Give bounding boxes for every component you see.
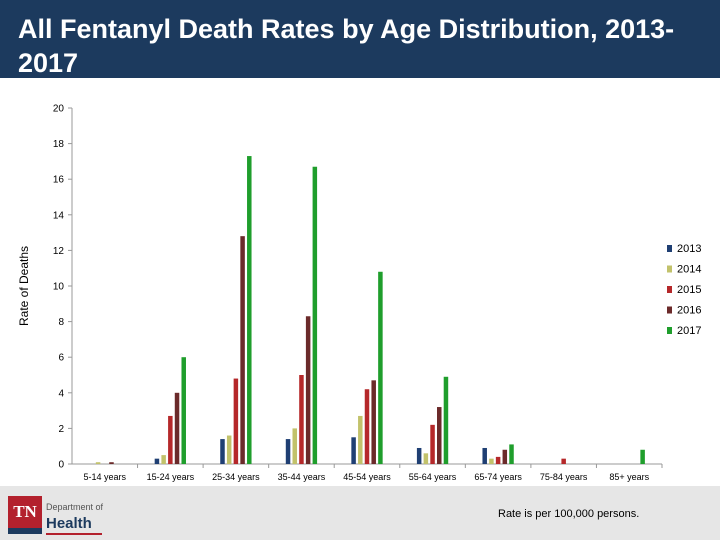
- bar-2017-65-74-years: [509, 444, 514, 464]
- bar-2013-55-64-years: [416, 447, 422, 464]
- x-tick-label: 85+ years: [609, 472, 649, 482]
- legend-swatch-2015: [667, 286, 672, 293]
- y-tick-label: 20: [53, 104, 65, 115]
- bar-2017-85-years: [640, 449, 645, 464]
- footer-bar: [0, 486, 720, 540]
- bar-2015-35-44-years: [299, 375, 304, 464]
- y-tick-label: 6: [58, 353, 64, 364]
- bar-2015-65-74-years: [495, 456, 501, 464]
- logo-underline: [46, 533, 102, 535]
- page-title: All Fentanyl Death Rates by Age Distribu…: [18, 14, 675, 78]
- legend-swatch-2013: [667, 245, 672, 252]
- bar-2016-45-54-years: [371, 380, 376, 464]
- bar-2014-45-54-years: [358, 415, 363, 464]
- x-tick-label: 55-64 years: [409, 472, 457, 482]
- bar-2015-25-34-years: [233, 378, 239, 464]
- legend-label-2016: 2016: [677, 305, 701, 317]
- bar-2016-5-14-years: [109, 462, 114, 464]
- bar-2013-35-44-years: [285, 439, 291, 464]
- chart: 0 2 4 6 8 10 12 14 16 18 20 Rate of Deaths 5-14 year…: [17, 104, 701, 483]
- legend-swatch-2016: [667, 306, 672, 314]
- bar-2015-55-64-years: [430, 424, 435, 464]
- logo-department-text: Department of: [46, 502, 104, 512]
- chart-bars: [95, 156, 645, 465]
- bar-2017-45-54-years: [378, 271, 383, 464]
- y-tick-label: 2: [58, 424, 64, 435]
- bar-2017-25-34-years: [247, 156, 252, 464]
- bar-2016-65-74-years: [502, 449, 508, 464]
- y-tick-label: 4: [58, 388, 64, 399]
- bar-2016-25-34-years: [240, 236, 245, 464]
- legend-label-2014: 2014: [677, 264, 701, 276]
- legend-swatch-2014: [667, 265, 672, 273]
- bar-2016-15-24-years: [174, 392, 180, 464]
- x-tick-label: 15-24 years: [147, 472, 195, 482]
- y-axis-title: Rate of Deaths: [17, 246, 31, 326]
- y-tick-label: 14: [53, 210, 65, 221]
- y-tick-label: 10: [53, 282, 65, 293]
- rate-footnote: Rate is per 100,000 persons.: [498, 508, 640, 520]
- tn-logo: TN: [8, 496, 42, 534]
- y-tick-label: 18: [53, 139, 65, 150]
- legend-label-2013: 2013: [677, 243, 701, 255]
- x-tick-label: 25-34 years: [212, 472, 260, 482]
- chart-labels: 0 2 4 6 8 10 12 14 16 18 20 Rate of Deaths 5-14 year…: [17, 104, 650, 483]
- bar-2013-45-54-years: [351, 437, 356, 464]
- bar-2014-65-74-years: [489, 458, 494, 464]
- y-tick-label: 8: [58, 317, 64, 328]
- legend-label-2015: 2015: [677, 284, 701, 296]
- y-tick-label: 12: [53, 246, 65, 257]
- x-tick-label: 35-44 years: [278, 472, 326, 482]
- x-tick-label: 5-14 years: [84, 472, 127, 482]
- chart-legend: 2013 2014 2015 2016 2017: [667, 243, 701, 337]
- logo-health-text: Health: [46, 515, 92, 532]
- x-tick-label: 75-84 years: [540, 472, 588, 482]
- bar-2014-55-64-years: [423, 453, 429, 464]
- bar-2016-35-44-years: [305, 316, 311, 464]
- bar-2014-25-34-years: [226, 435, 232, 464]
- bar-2017-55-64-years: [443, 376, 449, 464]
- bar-2017-35-44-years: [312, 166, 318, 465]
- bar-2013-15-24-years: [154, 458, 160, 464]
- bar-2013-25-34-years: [220, 439, 225, 464]
- title-bar: All Fentanyl Death Rates by Age Distribu…: [0, 0, 720, 78]
- legend-swatch-2017: [667, 327, 672, 334]
- bar-2014-15-24-years: [161, 455, 166, 464]
- bar-2016-55-64-years: [437, 407, 442, 464]
- y-tick-label: 16: [53, 175, 65, 186]
- bar-2017-15-24-years: [181, 357, 186, 464]
- bar-2015-45-54-years: [364, 389, 370, 464]
- y-tick-label: 0: [58, 460, 64, 471]
- bar-2014-5-14-years: [95, 462, 101, 464]
- bar-2015-15-24-years: [168, 415, 173, 464]
- bar-2015-75-84-years: [561, 458, 566, 464]
- x-tick-label: 45-54 years: [343, 472, 391, 482]
- x-tick-label: 65-74 years: [474, 472, 522, 482]
- bar-2013-65-74-years: [482, 447, 487, 464]
- legend-label-2017: 2017: [677, 325, 701, 337]
- bar-2014-35-44-years: [292, 428, 297, 464]
